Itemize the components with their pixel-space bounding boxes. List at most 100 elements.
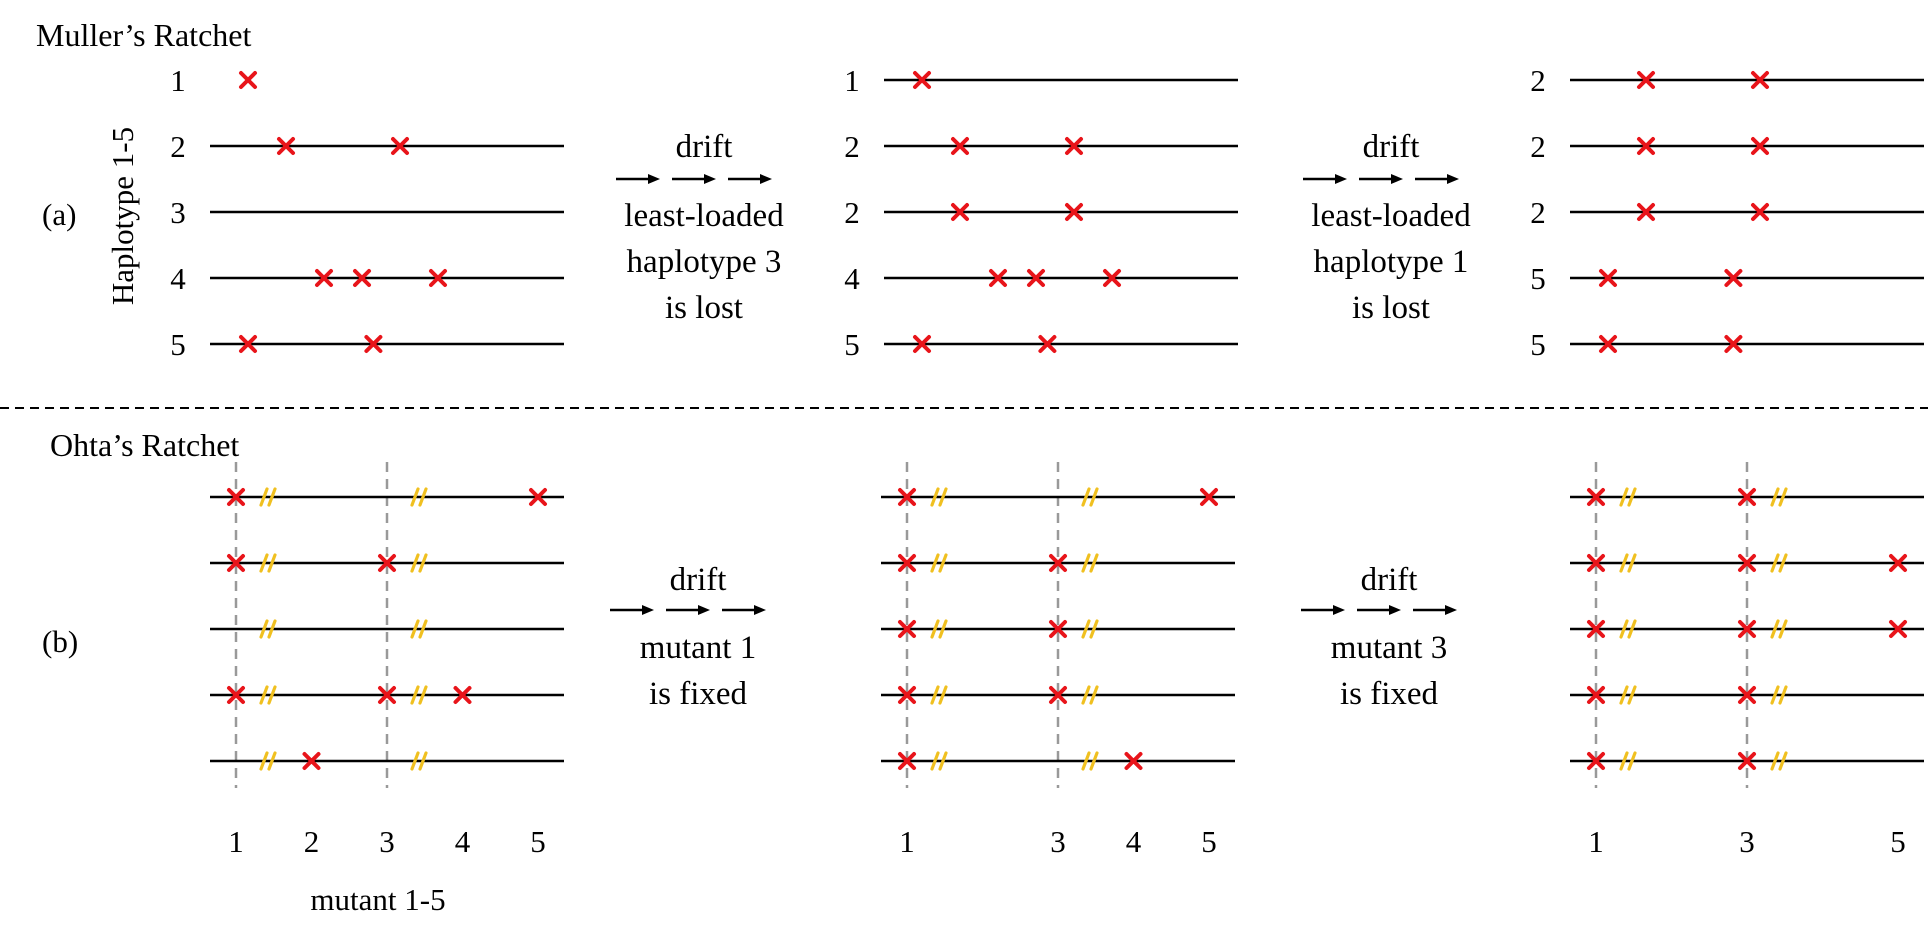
deleterious-mutation-mark bbox=[1027, 269, 1045, 287]
mutant-tick-label: 1 bbox=[228, 824, 244, 859]
neutral-mutation-mark bbox=[930, 619, 948, 639]
transition-caption-line: haplotype 3 bbox=[627, 244, 782, 280]
deleterious-mutation-mark bbox=[951, 203, 969, 221]
transition-caption-line: mutant 1 bbox=[640, 630, 756, 666]
deleterious-mutation-mark bbox=[1889, 620, 1907, 638]
right-arrow bbox=[1303, 174, 1347, 184]
transition-title: drift bbox=[670, 562, 727, 598]
haplotype-row: 2 bbox=[1530, 129, 1924, 164]
genome-stage-2: 1 3 4 5 bbox=[881, 462, 1235, 859]
deleterious-mutation-mark bbox=[1738, 488, 1756, 506]
mutant-axis-label: mutant 1-5 bbox=[310, 882, 445, 917]
neutral-mutation-mark bbox=[259, 487, 277, 507]
neutral-mutation-mark bbox=[259, 751, 277, 771]
mutant-tick-label: 3 bbox=[1050, 824, 1066, 859]
transition-caption-line: mutant 3 bbox=[1331, 630, 1447, 666]
genome-stage-1: 1 2 3 4 5 bbox=[210, 462, 564, 859]
right-arrow bbox=[610, 605, 654, 615]
right-arrow bbox=[672, 174, 716, 184]
haplotype-row: 5 bbox=[1530, 327, 1924, 362]
right-arrow bbox=[1413, 605, 1457, 615]
deleterious-mutation-mark bbox=[302, 752, 321, 770]
deleterious-mutation-mark bbox=[1724, 335, 1743, 353]
deleterious-mutation-mark bbox=[1599, 335, 1617, 353]
deleterious-mutation-mark bbox=[1587, 686, 1605, 704]
deleterious-mutation-mark bbox=[1738, 752, 1756, 770]
neutral-mutation-mark bbox=[1770, 685, 1788, 705]
deleterious-mutation-mark bbox=[239, 335, 257, 353]
neutral-mutation-mark bbox=[930, 685, 948, 705]
deleterious-mutation-mark bbox=[227, 554, 245, 572]
neutral-mutation-mark bbox=[930, 487, 948, 507]
panel-b-stages: 1 2 3 4 5 1 3 4 5 1 3 5 bbox=[210, 462, 1924, 859]
transition-title: drift bbox=[676, 129, 733, 165]
haplotype-id: 2 bbox=[170, 129, 186, 164]
neutral-mutation-mark bbox=[1619, 487, 1637, 507]
mutant-tick-label: 1 bbox=[899, 824, 915, 859]
deleterious-mutation-mark bbox=[898, 620, 916, 638]
mutant-tick-label: 3 bbox=[1739, 824, 1755, 859]
genome-row bbox=[881, 685, 1235, 705]
deleterious-mutation-mark bbox=[1103, 269, 1121, 287]
transition-caption-line: is lost bbox=[1352, 290, 1430, 326]
neutral-mutation-mark bbox=[1081, 487, 1099, 507]
deleterious-mutation-mark bbox=[529, 488, 547, 506]
haplotype-row: 2 bbox=[170, 129, 564, 164]
neutral-mutation-mark bbox=[1081, 553, 1099, 573]
deleterious-mutation-mark bbox=[1587, 554, 1605, 572]
haplotype-stage-3: 2 2 2 5 5 bbox=[1530, 63, 1924, 362]
deleterious-mutation-mark bbox=[378, 686, 396, 704]
deleterious-mutation-mark bbox=[429, 269, 447, 287]
mutant-tick-label: 5 bbox=[530, 824, 546, 859]
transition-title: drift bbox=[1361, 562, 1418, 598]
panel-b-label: (b) bbox=[42, 624, 78, 659]
neutral-mutation-mark bbox=[410, 751, 428, 771]
deleterious-mutation-mark bbox=[898, 752, 916, 770]
deleterious-mutation-mark bbox=[1124, 752, 1143, 770]
haplotype-axis-label: Haplotype 1-5 bbox=[105, 127, 140, 305]
haplotype-row: 1 bbox=[844, 63, 1238, 98]
transition-caption-line: is fixed bbox=[649, 676, 748, 712]
haplotype-row: 5 bbox=[844, 327, 1238, 362]
haplotype-id: 2 bbox=[1530, 195, 1546, 230]
deleterious-mutation-mark bbox=[1751, 137, 1769, 155]
neutral-mutation-mark bbox=[1619, 553, 1637, 573]
neutral-mutation-mark bbox=[259, 685, 277, 705]
deleterious-mutation-mark bbox=[1751, 203, 1769, 221]
haplotype-row: 5 bbox=[1530, 261, 1924, 296]
deleterious-mutation-mark bbox=[1738, 686, 1756, 704]
deleterious-mutation-mark bbox=[453, 686, 472, 704]
haplotype-id: 4 bbox=[170, 261, 186, 296]
deleterious-mutation-mark bbox=[315, 269, 333, 287]
deleterious-mutation-mark bbox=[1751, 71, 1769, 89]
right-arrow bbox=[1301, 605, 1345, 615]
panel-b-title: Ohta’s Ratchet bbox=[50, 427, 239, 463]
deleterious-mutation-mark bbox=[391, 137, 409, 155]
panel-b-transition-1: drift mutant 1 is fixed bbox=[610, 562, 766, 712]
deleterious-mutation-mark bbox=[1049, 620, 1067, 638]
genome-row bbox=[210, 685, 564, 705]
deleterious-mutation-mark bbox=[1049, 686, 1067, 704]
haplotype-id: 2 bbox=[844, 129, 860, 164]
transition-title: drift bbox=[1363, 129, 1420, 165]
panel-a-transition-1: drift least-loaded haplotype 3 is lost bbox=[616, 129, 784, 326]
neutral-mutation-mark bbox=[1619, 685, 1637, 705]
haplotype-row: 3 bbox=[170, 195, 564, 230]
deleterious-mutation-mark bbox=[353, 269, 371, 287]
panel-a-title: Muller’s Ratchet bbox=[36, 17, 251, 53]
haplotype-row: 2 bbox=[844, 129, 1238, 164]
transition-caption-line: least-loaded bbox=[1311, 198, 1471, 234]
panel-a-stages: 1 2 3 4 5 1 2 2 4 5 2 2 2 5 5 bbox=[170, 63, 1924, 362]
neutral-mutation-mark bbox=[1081, 751, 1099, 771]
genome-row bbox=[1570, 619, 1924, 639]
panel-b-transition-2: drift mutant 3 is fixed bbox=[1301, 562, 1457, 712]
right-arrow bbox=[1359, 174, 1403, 184]
deleterious-mutation-mark bbox=[239, 71, 257, 89]
neutral-mutation-mark bbox=[1081, 619, 1099, 639]
mutant-tick-label: 4 bbox=[455, 824, 471, 859]
deleterious-mutation-mark bbox=[1587, 752, 1605, 770]
genome-row bbox=[881, 619, 1235, 639]
neutral-mutation-mark bbox=[1619, 751, 1637, 771]
neutral-mutation-mark bbox=[1770, 751, 1788, 771]
